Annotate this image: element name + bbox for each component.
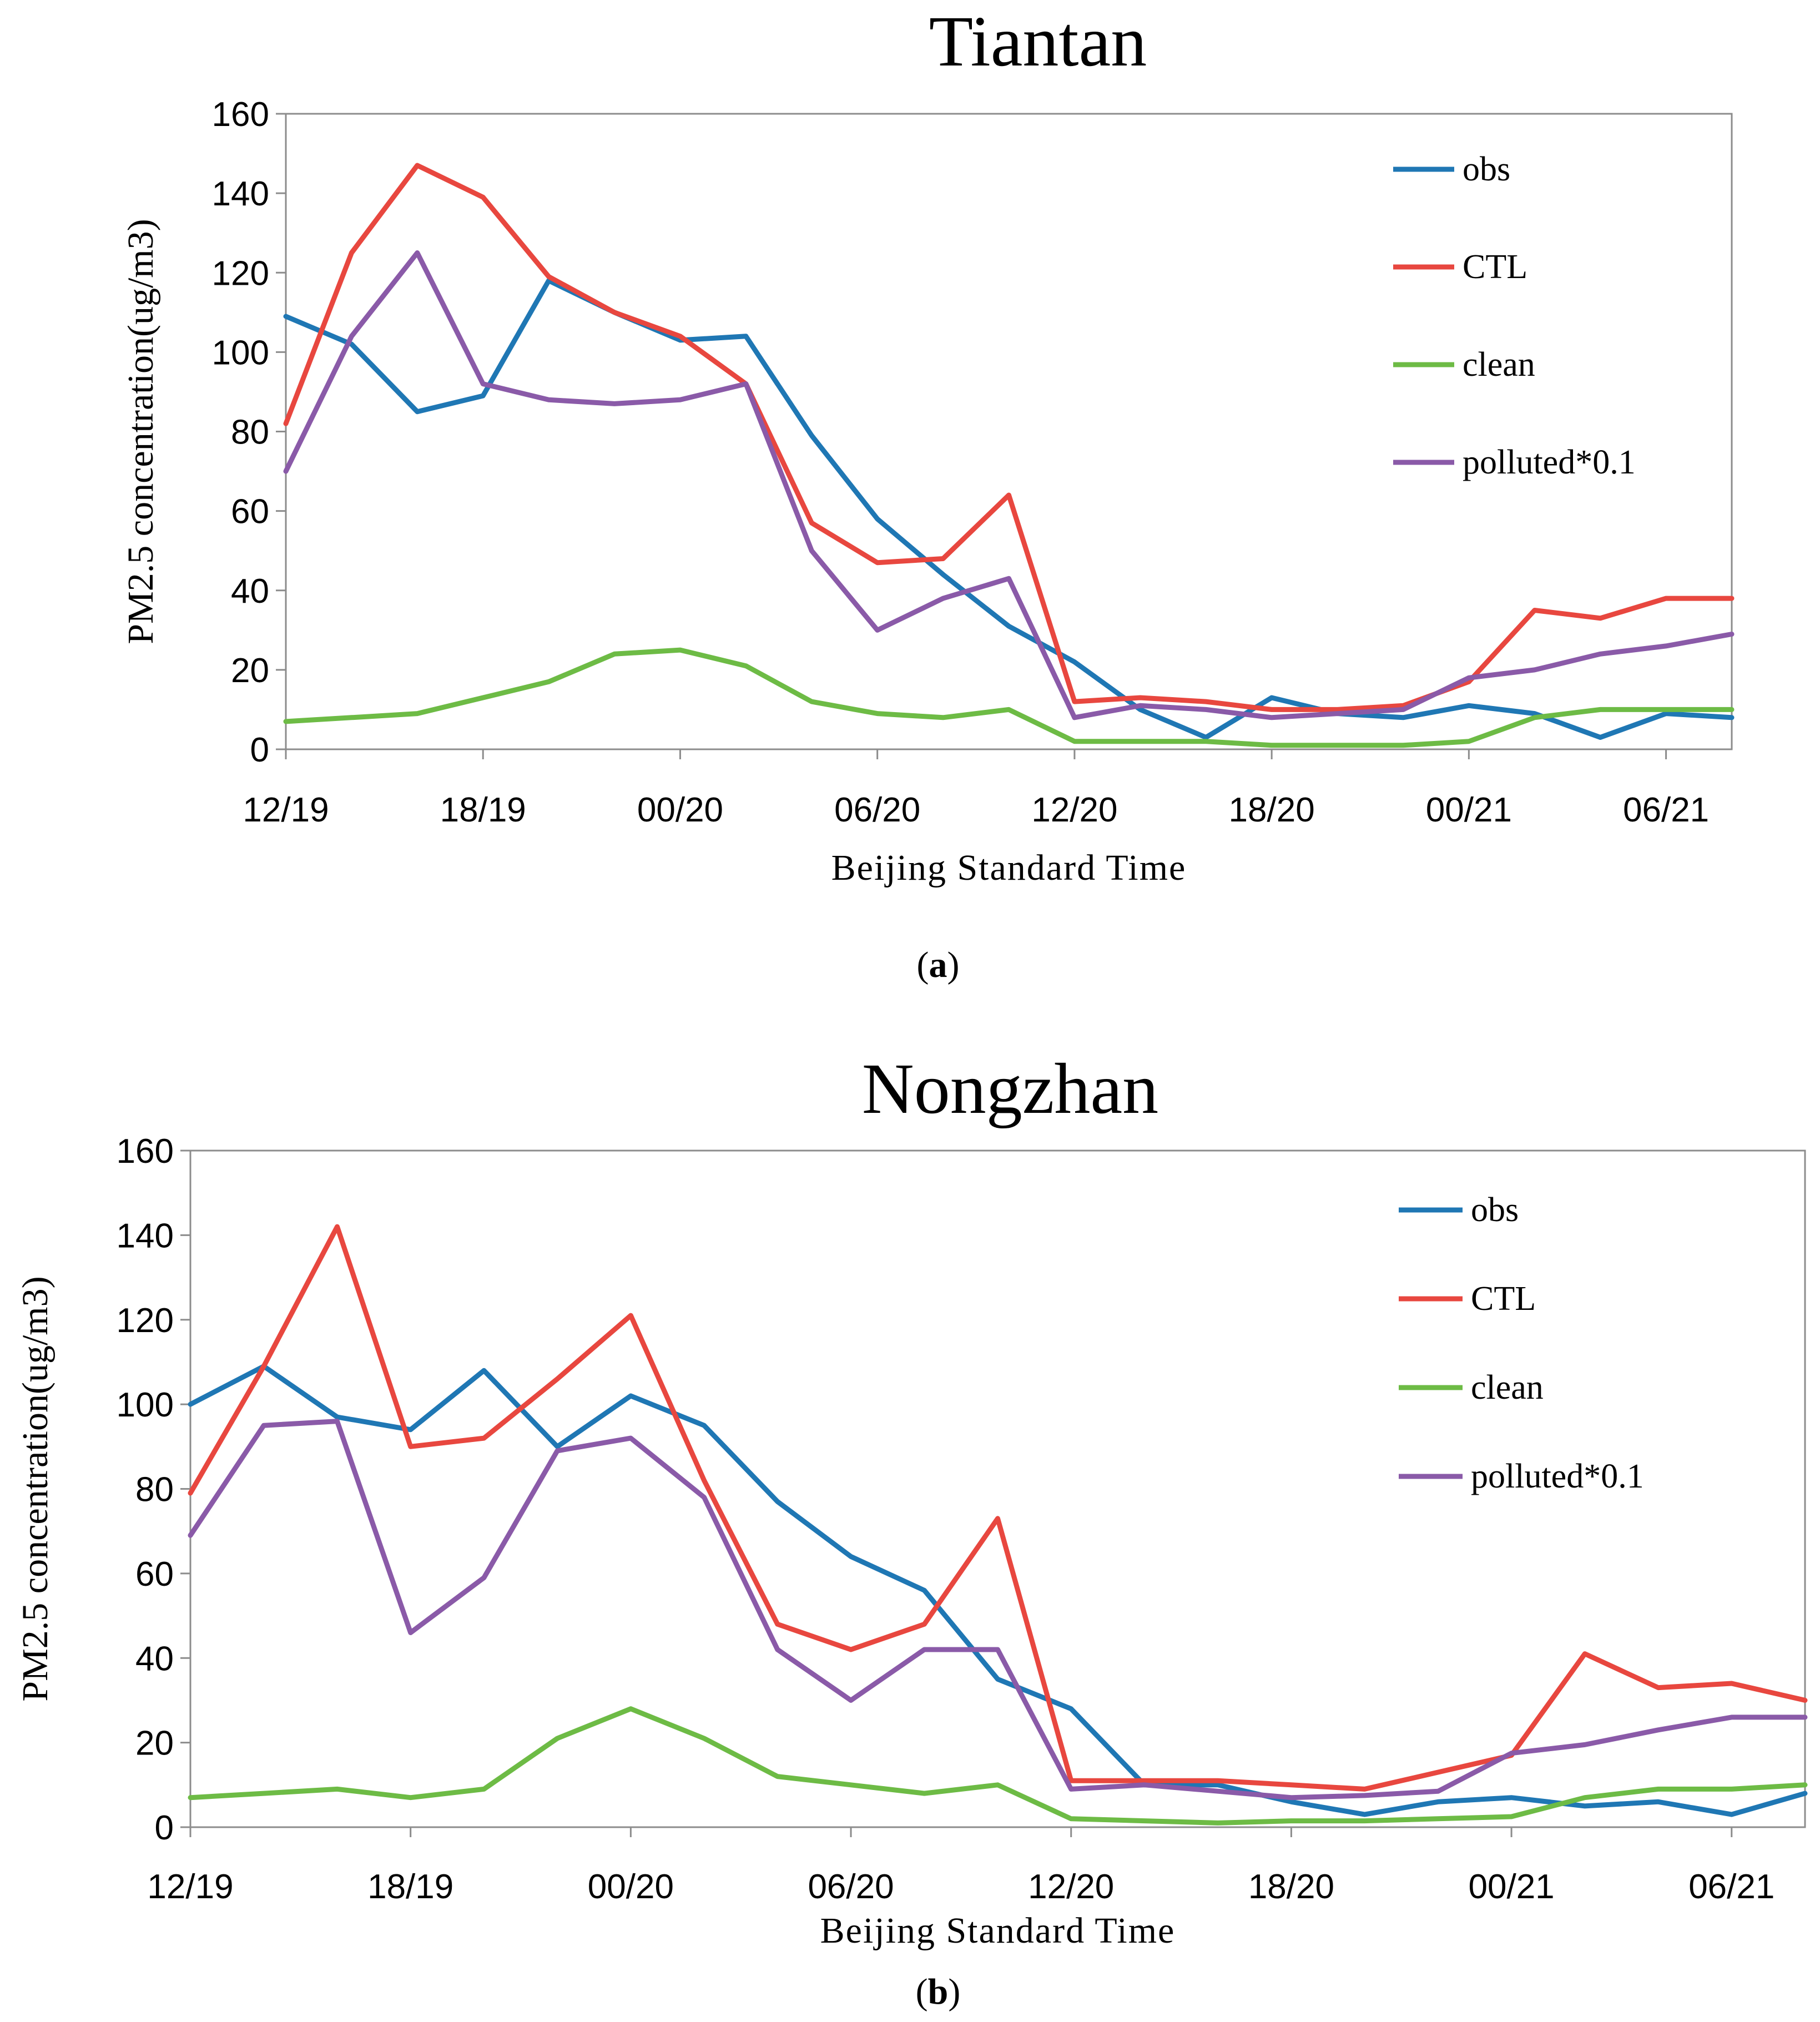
legend: obs CTL clean polluted*0.1 <box>1393 150 1636 481</box>
series-line-clean <box>283 647 1735 748</box>
y-tick-label: 80 <box>231 414 269 452</box>
y-tick-label: 100 <box>117 1386 174 1424</box>
y-tick-label: 40 <box>231 572 269 611</box>
x-tick-label: 06/20 <box>834 791 920 829</box>
x-tick-label: 12/20 <box>1028 1868 1114 1906</box>
y-tick-label: 0 <box>155 1809 174 1847</box>
x-tick-label: 18/19 <box>367 1868 453 1906</box>
y-tick-label: 20 <box>135 1725 174 1763</box>
legend-label: CTL <box>1471 1280 1536 1318</box>
x-tick-label: 00/20 <box>637 791 723 829</box>
y-tick-label: 160 <box>212 95 269 134</box>
y-tick-label: 140 <box>117 1217 174 1255</box>
y-tick-label: 120 <box>212 254 269 293</box>
y-tick-label: 40 <box>135 1640 174 1678</box>
legend-label: clean <box>1471 1369 1544 1406</box>
x-tick-label: 00/20 <box>588 1868 674 1906</box>
y-tick-label: 80 <box>135 1471 174 1509</box>
x-tick-label: 06/20 <box>808 1868 894 1906</box>
x-tick-label: 18/20 <box>1248 1868 1334 1906</box>
y-tick-label: 140 <box>212 175 269 213</box>
figure-caption: (b) <box>916 1971 961 2012</box>
x-axis-label: Beijing Standard Time <box>820 1910 1176 1951</box>
x-tick-label: 00/21 <box>1469 1868 1555 1906</box>
legend-label: obs <box>1463 150 1510 188</box>
series-line-ctl <box>283 163 1735 712</box>
chart-nongzhan: Nongzhan 0 20 40 60 80 100 120 140 160 12/19 18/19 0… <box>15 1049 1808 2012</box>
x-tick-label: 06/21 <box>1623 791 1709 829</box>
x-axis-label: Beijing Standard Time <box>831 848 1187 888</box>
chart-title: Tiantan <box>929 2 1147 82</box>
series-line-ctl <box>188 1224 1808 1792</box>
series-line-obs <box>283 278 1735 740</box>
legend-label: clean <box>1463 346 1535 384</box>
y-tick-label: 60 <box>231 493 269 531</box>
legend-label: polluted*0.1 <box>1463 443 1636 481</box>
series-line-clean <box>188 1706 1808 1826</box>
y-tick-label: 120 <box>117 1302 174 1340</box>
y-axis-label: PM2.5 concentration(ug/m3) <box>120 219 161 644</box>
y-tick-label: 0 <box>250 731 269 769</box>
legend-label: CTL <box>1463 248 1527 286</box>
x-tick-label: 18/20 <box>1229 791 1315 829</box>
plot-area-frame <box>285 113 1733 750</box>
chart-tiantan: Tiantan 0 20 40 60 80 100 120 140 160 12/19 18/19 00… <box>120 2 1735 985</box>
chart-title: Nongzhan <box>862 1049 1158 1129</box>
y-tick-label: 100 <box>212 334 269 372</box>
x-tick-label: 06/21 <box>1688 1868 1774 1906</box>
y-tick-label: 20 <box>231 652 269 690</box>
figure-caption: (a) <box>917 945 960 985</box>
series-line-polluted-0-1 <box>188 1419 1808 1801</box>
x-tick-label: 18/19 <box>440 791 526 829</box>
legend-label: polluted*0.1 <box>1471 1458 1644 1495</box>
x-tick-label: 12/20 <box>1031 791 1117 829</box>
legend: obs CTL clean polluted*0.1 <box>1399 1191 1644 1495</box>
y-tick-label: 160 <box>117 1132 174 1171</box>
series-line-obs <box>188 1364 1808 1817</box>
x-tick-label: 12/19 <box>147 1868 233 1906</box>
series-line-polluted-0-1 <box>283 250 1735 720</box>
y-tick-label: 60 <box>135 1555 174 1594</box>
x-tick-label: 00/21 <box>1426 791 1512 829</box>
legend-label: obs <box>1471 1191 1519 1229</box>
x-tick-label: 12/19 <box>243 791 329 829</box>
y-axis-label: PM2.5 concentration(ug/m3) <box>15 1276 56 1701</box>
